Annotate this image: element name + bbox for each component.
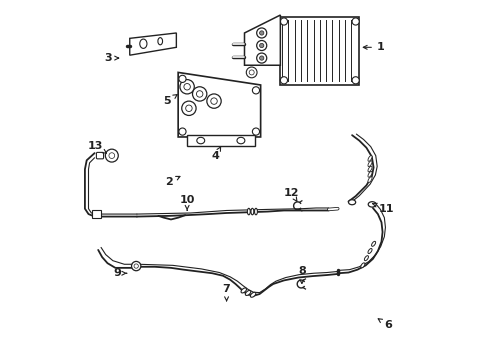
Circle shape [131, 261, 141, 271]
Ellipse shape [158, 38, 162, 45]
Ellipse shape [245, 291, 250, 296]
Ellipse shape [367, 166, 371, 172]
Circle shape [280, 77, 287, 84]
Polygon shape [187, 135, 255, 146]
Ellipse shape [140, 39, 147, 48]
Circle shape [259, 31, 264, 35]
Circle shape [256, 28, 266, 38]
Ellipse shape [367, 156, 371, 161]
Ellipse shape [364, 256, 367, 261]
Circle shape [196, 91, 203, 97]
Circle shape [351, 77, 359, 84]
Ellipse shape [367, 161, 371, 167]
Circle shape [192, 87, 206, 101]
Ellipse shape [367, 171, 371, 177]
Circle shape [183, 84, 190, 90]
Circle shape [256, 41, 266, 50]
FancyBboxPatch shape [96, 152, 103, 159]
Ellipse shape [360, 263, 364, 268]
Polygon shape [244, 15, 280, 65]
Ellipse shape [237, 137, 244, 144]
Ellipse shape [241, 288, 246, 293]
Text: 2: 2 [165, 176, 180, 187]
Text: 13: 13 [87, 141, 106, 153]
FancyBboxPatch shape [92, 211, 101, 219]
Circle shape [252, 128, 259, 135]
Circle shape [259, 43, 264, 48]
Text: 8: 8 [297, 266, 305, 283]
Circle shape [259, 56, 264, 60]
Text: 6: 6 [377, 319, 391, 330]
Circle shape [182, 101, 196, 116]
Circle shape [180, 80, 194, 94]
Text: 1: 1 [363, 42, 384, 52]
FancyBboxPatch shape [280, 17, 359, 85]
Circle shape [206, 94, 221, 108]
Text: 11: 11 [372, 203, 393, 214]
Circle shape [351, 18, 359, 25]
Text: 5: 5 [163, 95, 177, 106]
Circle shape [105, 149, 118, 162]
Circle shape [252, 87, 259, 94]
Circle shape [256, 53, 266, 63]
Ellipse shape [196, 137, 204, 144]
Circle shape [134, 264, 138, 268]
Polygon shape [178, 72, 260, 137]
Polygon shape [129, 33, 176, 55]
Circle shape [185, 105, 192, 112]
Circle shape [280, 18, 287, 25]
Ellipse shape [250, 208, 253, 215]
Circle shape [249, 70, 254, 75]
Ellipse shape [247, 208, 250, 215]
Text: 3: 3 [104, 53, 118, 63]
Ellipse shape [367, 202, 375, 207]
Ellipse shape [348, 200, 355, 205]
Ellipse shape [254, 208, 257, 215]
Ellipse shape [371, 241, 375, 246]
Text: 4: 4 [211, 147, 220, 161]
Text: 9: 9 [113, 268, 126, 278]
Circle shape [179, 128, 185, 135]
Ellipse shape [250, 292, 255, 297]
Circle shape [246, 67, 257, 78]
Ellipse shape [367, 177, 371, 183]
Text: 10: 10 [179, 195, 194, 210]
Ellipse shape [367, 248, 371, 253]
Circle shape [109, 153, 115, 158]
Text: 7: 7 [222, 284, 230, 301]
Text: 12: 12 [283, 188, 298, 201]
Circle shape [210, 98, 217, 104]
Circle shape [179, 75, 185, 82]
